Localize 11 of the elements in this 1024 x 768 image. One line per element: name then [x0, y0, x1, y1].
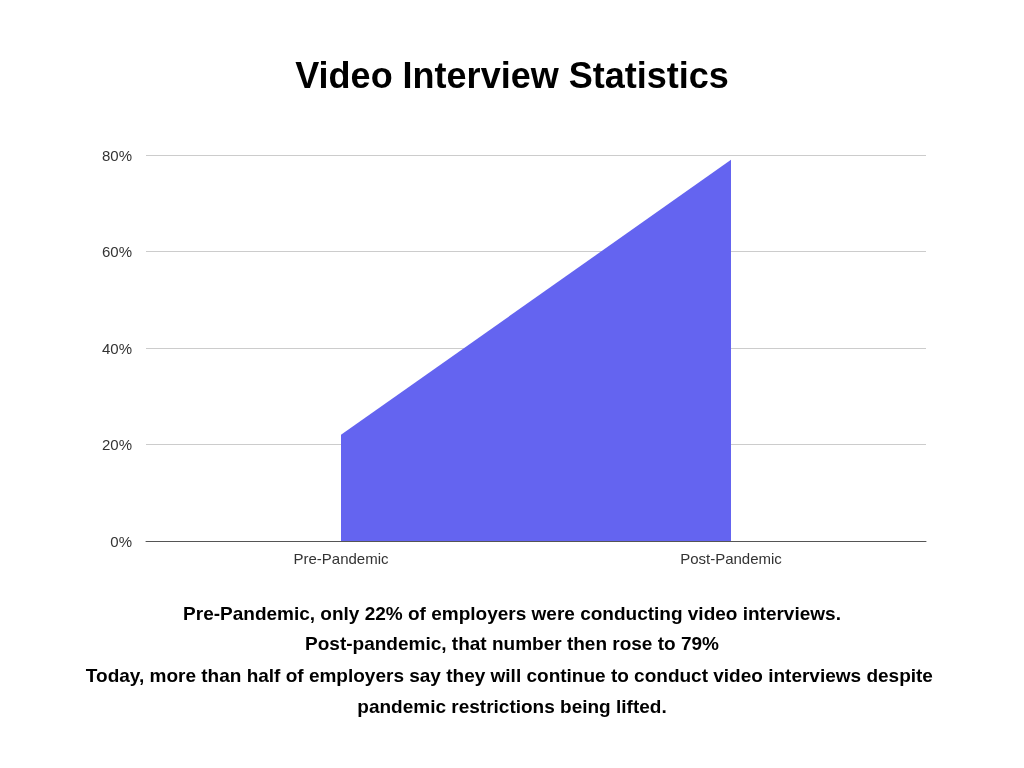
- x-tick-label: Pre-Pandemic: [293, 550, 390, 567]
- x-tick-label: Post-Pandemic: [680, 550, 783, 567]
- chart-title: Video Interview Statistics: [295, 54, 729, 96]
- y-tick-label: 60%: [101, 243, 132, 260]
- text: Pre-Pandemic, only 22% of employers were conducting video interviews.: [183, 603, 841, 624]
- text: Today, more than half of employers say they will continue to conduct video interviews despite pandemic restrictions being lifted.: [85, 665, 939, 717]
- text: Post-pandemic, that number then rose to 79%: [305, 633, 720, 654]
- y-tick-label: 20%: [101, 436, 132, 453]
- y-tick-label: 80%: [101, 146, 132, 164]
- y-tick-label: 0%: [110, 532, 132, 550]
- y-tick-label: 40%: [101, 339, 132, 357]
